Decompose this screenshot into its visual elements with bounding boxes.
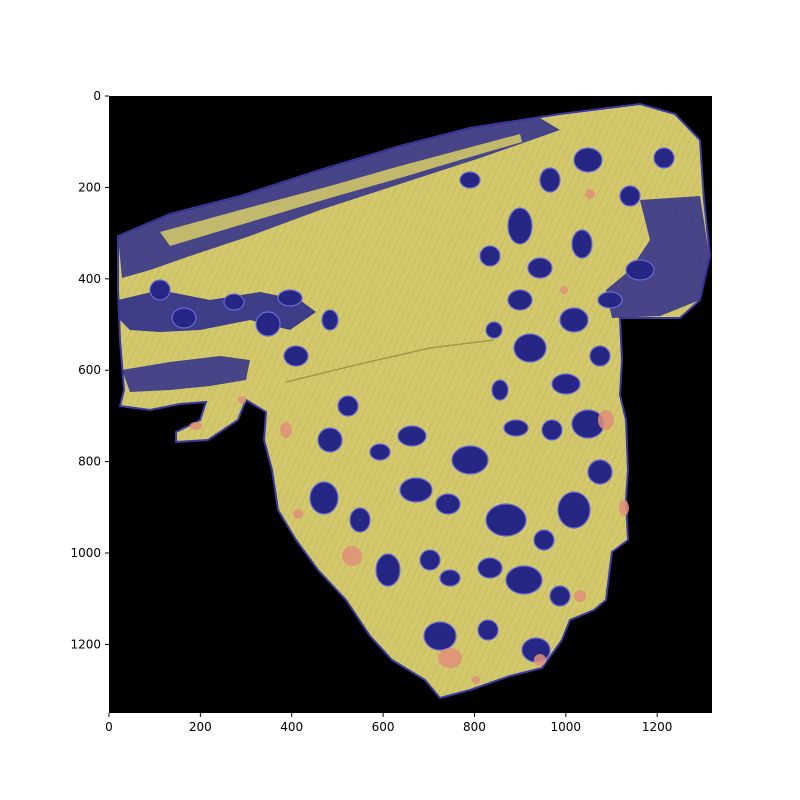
tissue-region [117, 102, 712, 700]
y-tick-label: 400 [78, 272, 101, 286]
y-tick-label: 0 [93, 89, 101, 103]
left-lower-band [122, 356, 250, 392]
x-axis: 0 200 400 600 800 1000 1200 [105, 713, 672, 734]
x-tick-label: 800 [463, 720, 486, 734]
upper-tissue-streak [160, 134, 522, 246]
internal-boundary [285, 339, 495, 383]
y-tick-label: 600 [78, 363, 101, 377]
highlight-spots [190, 189, 629, 684]
x-tick-label: 200 [189, 720, 212, 734]
x-tick-label: 1200 [642, 720, 673, 734]
y-axis: 0 200 400 600 800 1000 1200 [70, 89, 109, 651]
y-tick-label: 1200 [70, 637, 101, 651]
pore-group [149, 147, 675, 663]
x-tick-label: 0 [105, 720, 113, 734]
x-tick-label: 1000 [551, 720, 582, 734]
y-tick-label: 200 [78, 180, 101, 194]
y-tick-label: 1000 [70, 546, 101, 560]
y-tick-label: 800 [78, 455, 101, 469]
x-tick-label: 600 [372, 720, 395, 734]
right-pore-band [606, 196, 710, 318]
x-tick-label: 400 [280, 720, 303, 734]
